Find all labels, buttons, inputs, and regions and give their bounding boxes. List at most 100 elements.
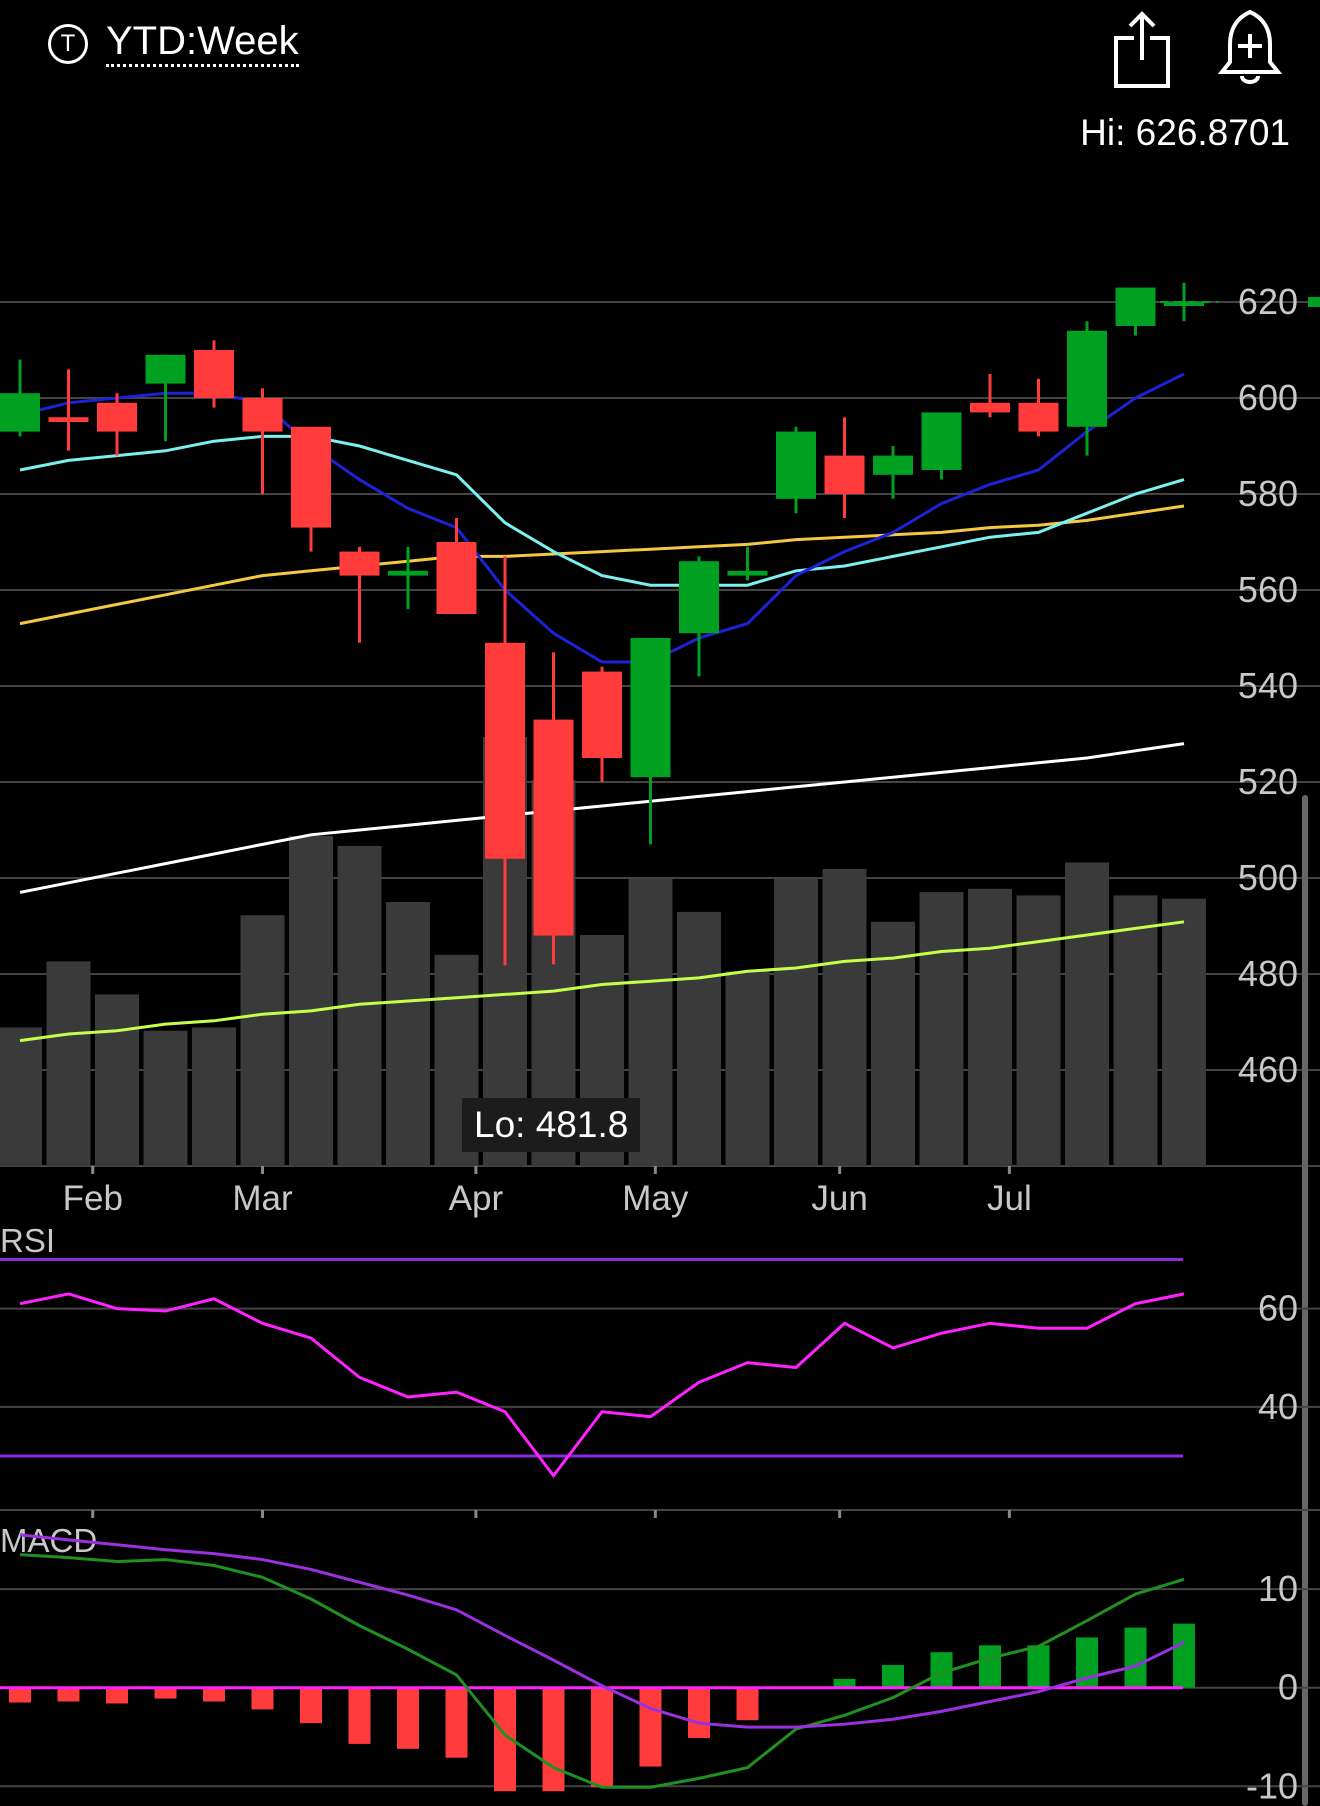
ma-long-line [19, 504, 1185, 626]
macd-histogram-bar [591, 1687, 613, 1788]
macd-histogram-bar [348, 1687, 371, 1744]
macd-histogram-bar [251, 1687, 274, 1710]
candle-up [1115, 287, 1156, 326]
macd-histogram-bar [397, 1687, 419, 1749]
rsi-line [19, 1292, 1185, 1479]
price-tick-label: 600 [1238, 377, 1298, 418]
rsi-tick-label: 60 [1258, 1288, 1298, 1329]
candle-down [582, 671, 622, 758]
volume-bar [774, 878, 818, 1166]
macd-histogram-bar [979, 1645, 1001, 1688]
macd-line [19, 1553, 1185, 1789]
candle-down [824, 455, 865, 494]
macd-histogram-bar [154, 1687, 177, 1699]
price-tick-label: 540 [1238, 665, 1298, 706]
volume-bar [240, 915, 285, 1166]
ticker-icon[interactable]: T [48, 24, 88, 64]
price-tick-label: 460 [1238, 1049, 1298, 1090]
month-label: Jun [811, 1179, 867, 1218]
macd-tick-label: 10 [1258, 1568, 1298, 1609]
candle-up [873, 455, 913, 475]
macd-histogram-bar [57, 1687, 80, 1702]
candle-up [630, 638, 671, 778]
candle-up [0, 393, 40, 432]
candle-down [97, 402, 137, 432]
macd-histogram-bar [300, 1687, 322, 1724]
candle-up [388, 570, 428, 576]
candle-down [291, 426, 331, 528]
ma-200-line [19, 742, 1185, 894]
volume-bar [1162, 898, 1206, 1166]
candle-down [194, 350, 234, 398]
price-tick-label: 560 [1238, 569, 1298, 610]
candle-up [145, 354, 186, 384]
bell-plus-icon[interactable] [1218, 6, 1282, 88]
candle-down [533, 719, 574, 936]
volume-bar [919, 892, 964, 1166]
macd-histogram-bar [542, 1687, 565, 1792]
candle-up [1067, 330, 1107, 427]
price-tick-label: 620 [1238, 281, 1298, 322]
macd-histogram-bar [1124, 1627, 1147, 1688]
volume-bar [822, 869, 867, 1166]
macd-signal-line [19, 1533, 1185, 1729]
volume-bar [968, 888, 1012, 1166]
candle-down [485, 642, 525, 859]
month-label: Feb [63, 1179, 123, 1218]
last-price-marker [1308, 297, 1320, 307]
volume-bar [725, 971, 770, 1166]
share-icon[interactable] [1112, 8, 1172, 88]
range-selector[interactable]: YTD:Week [106, 18, 299, 67]
candle-down [242, 398, 283, 432]
candle-up [679, 561, 719, 634]
volume-bar [192, 1027, 236, 1166]
low-price-label: Lo: 481.8 [462, 1098, 641, 1152]
month-label: Jul [987, 1179, 1032, 1218]
macd-tick-label: 0 [1278, 1667, 1298, 1708]
candle-down [48, 417, 89, 422]
volume-bar [1065, 862, 1109, 1166]
candle-down [1018, 402, 1059, 432]
candle-down [970, 402, 1010, 413]
candle-down [436, 542, 477, 614]
volume-ma-line [19, 920, 1185, 1043]
price-tick-label: 480 [1238, 953, 1298, 994]
candle-up [1164, 302, 1204, 306]
chart-scrollbar [1302, 795, 1308, 1806]
month-label: Mar [232, 1179, 293, 1218]
ma-mid-line [19, 434, 1185, 587]
candle-up [727, 570, 768, 576]
volume-bar [289, 836, 333, 1166]
macd-histogram-bar [639, 1687, 662, 1767]
price-tick-label: 520 [1238, 761, 1298, 802]
macd-histogram-bar [1173, 1623, 1195, 1688]
rsi-tick-label: 40 [1258, 1386, 1298, 1427]
volume-bar [1016, 895, 1061, 1166]
macd-tick-label: -10 [1246, 1765, 1298, 1806]
month-label: Apr [449, 1179, 504, 1218]
candle-down [339, 551, 380, 576]
macd-histogram-bar [494, 1687, 516, 1792]
price-tick-label: 580 [1238, 473, 1298, 514]
rsi-title: RSI [0, 1222, 55, 1259]
volume-bar [677, 911, 721, 1166]
macd-histogram-bar [106, 1687, 128, 1704]
high-price-label: Hi: 626.8701 [1080, 112, 1290, 153]
macd-histogram-bar [688, 1687, 710, 1738]
volume-bar [386, 902, 430, 1166]
month-label: May [622, 1179, 689, 1218]
macd-histogram-bar [445, 1687, 468, 1758]
candle-up [921, 412, 962, 470]
volume-bar [143, 1030, 188, 1166]
ma-short-line [19, 372, 1185, 664]
top-toolbar: T YTD:Week [0, 0, 1320, 100]
macd-histogram-bar [882, 1665, 904, 1688]
macd-histogram-bar [833, 1678, 856, 1688]
candle-up [776, 431, 816, 499]
volume-bar [871, 921, 915, 1166]
macd-histogram-bar [203, 1687, 225, 1702]
volume-bar [1113, 895, 1158, 1166]
volume-bar [46, 961, 91, 1166]
volume-bar [0, 1027, 42, 1166]
